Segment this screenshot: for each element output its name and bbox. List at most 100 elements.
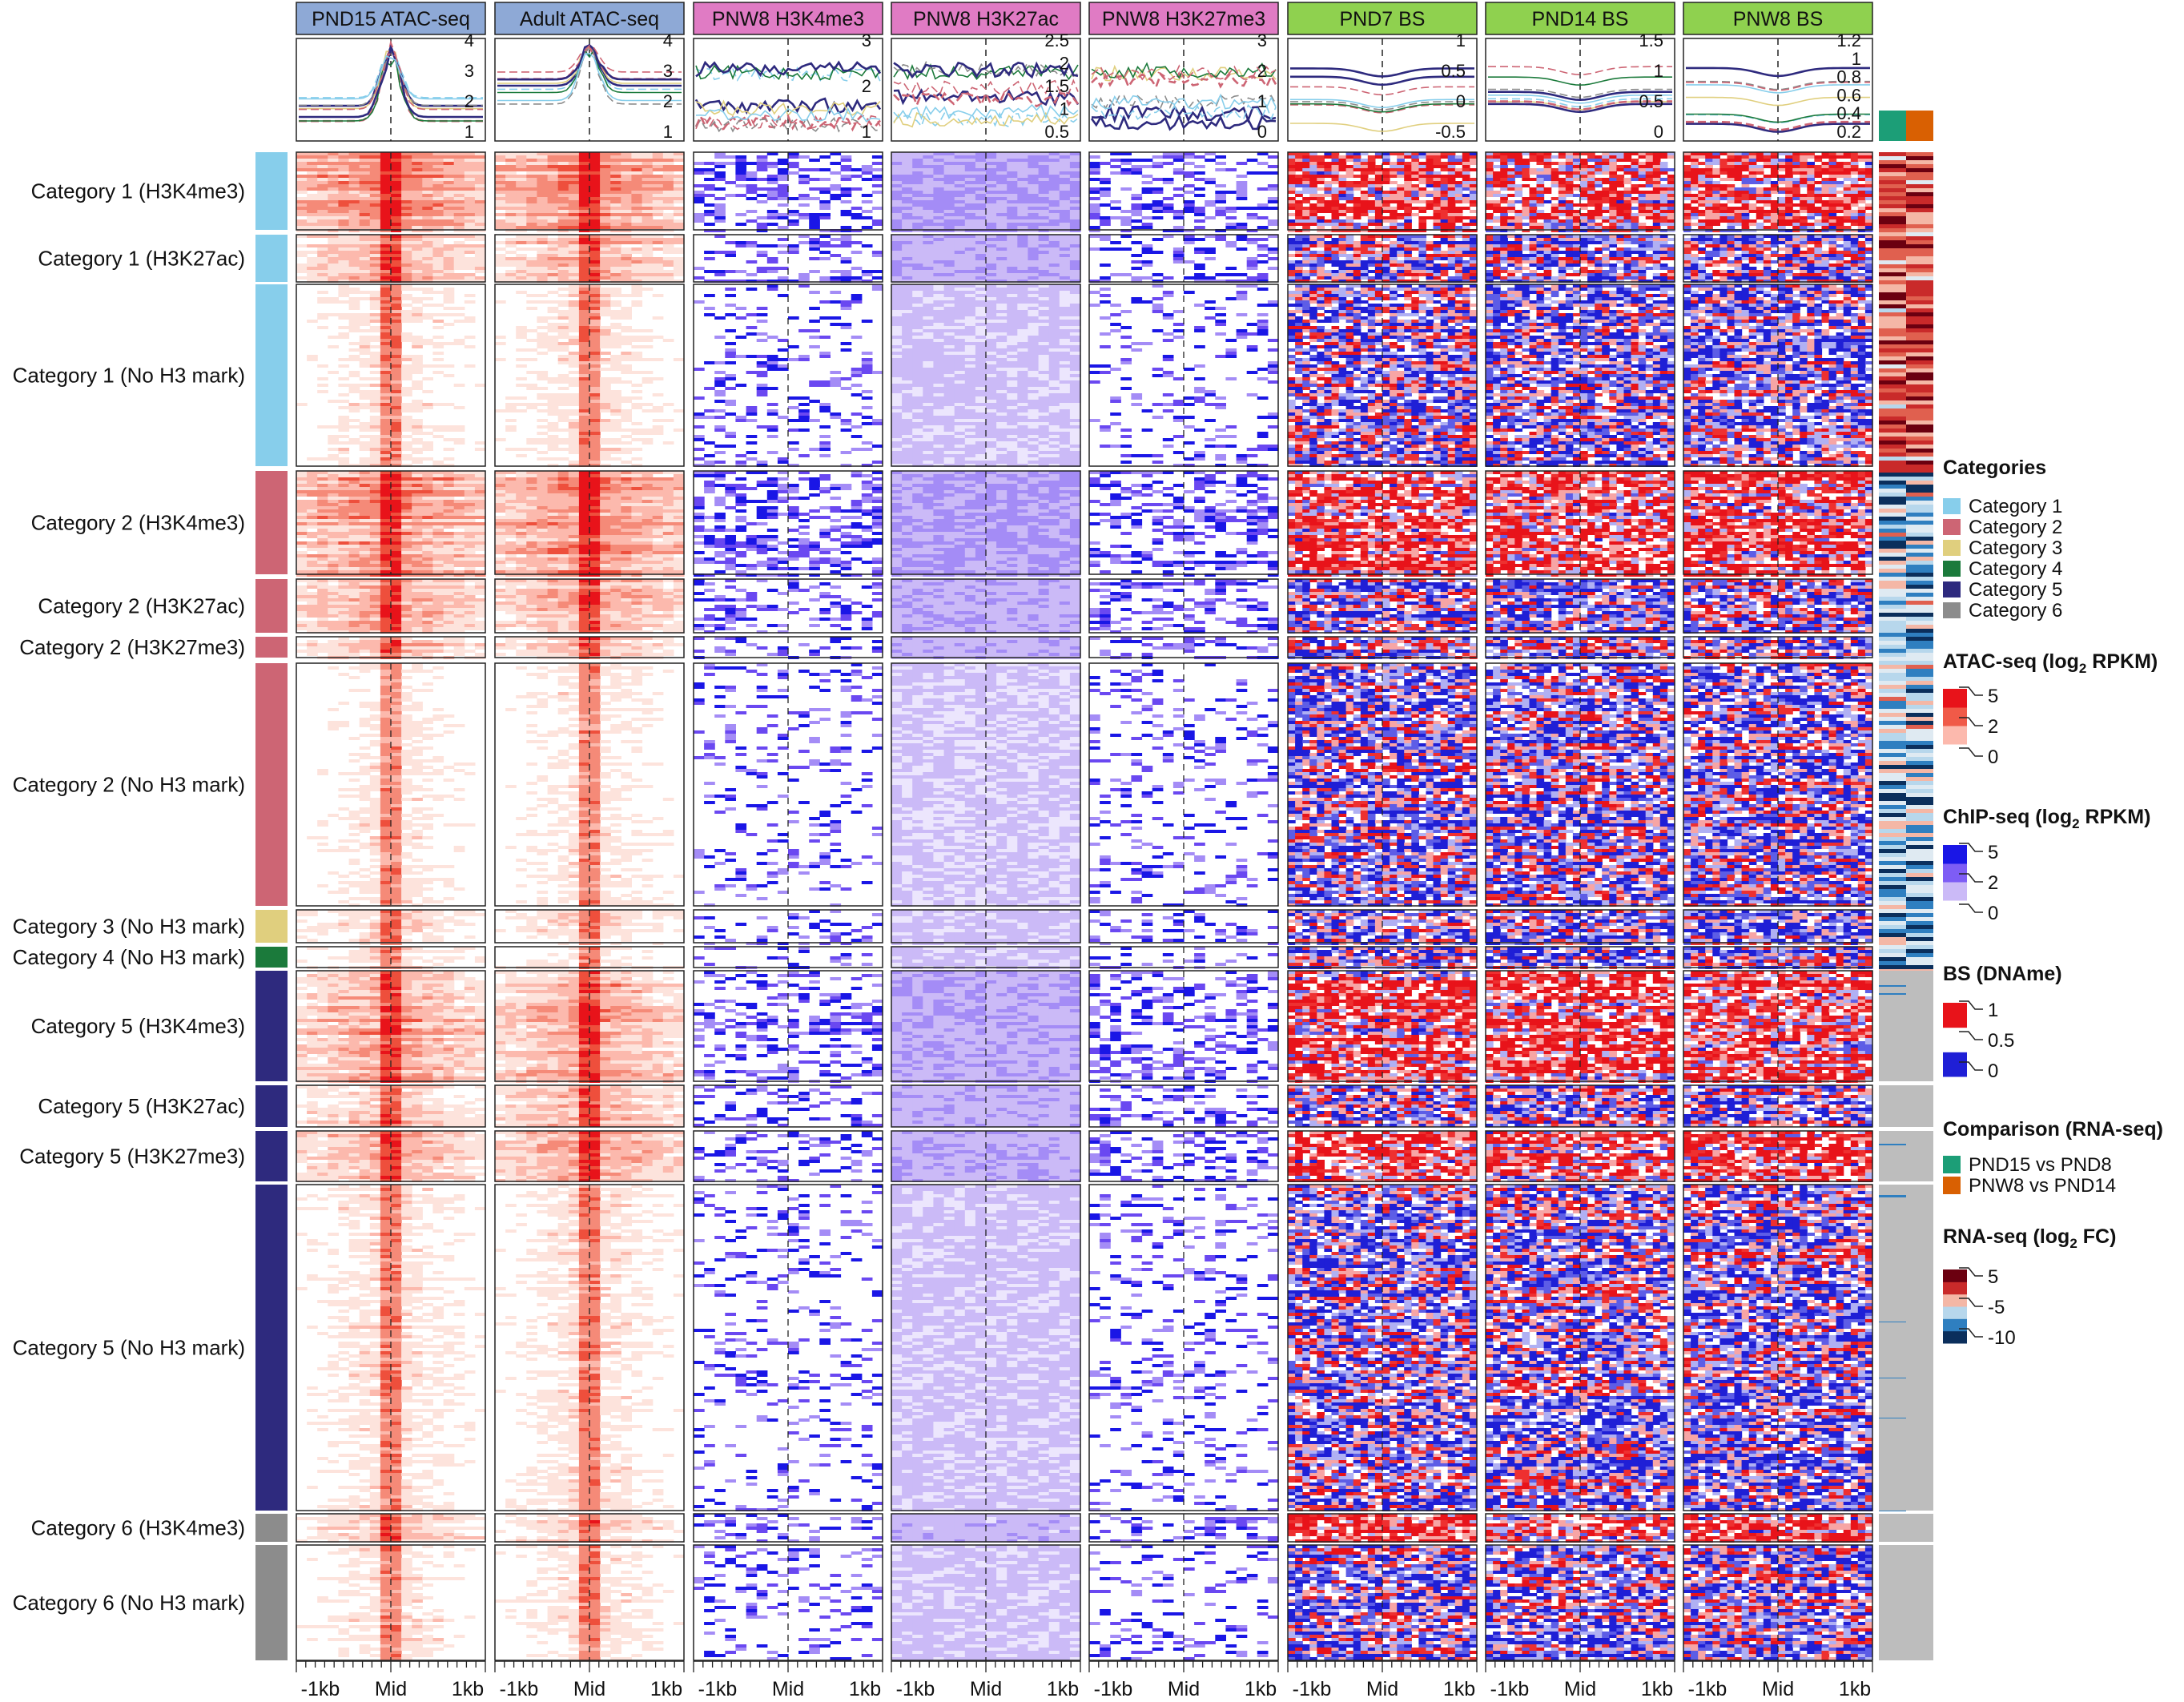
heatmap-cell — [422, 1048, 433, 1051]
heatmap-cell — [307, 977, 318, 980]
heatmap-cell — [338, 400, 349, 403]
heatmap-cell — [391, 1268, 402, 1271]
heatmap-cell — [360, 525, 371, 529]
heatmap-cell — [349, 1329, 360, 1332]
heatmap-cell — [370, 490, 381, 493]
heatmap-cell — [444, 1121, 455, 1124]
heatmap-cell — [370, 1258, 381, 1261]
heatmap-cell — [422, 561, 433, 564]
heatmap-cell — [380, 1252, 392, 1255]
heatmap-cell — [380, 445, 392, 448]
heatmap-cell — [370, 1054, 381, 1057]
heatmap-cell — [391, 1207, 402, 1210]
heatmap-cell — [370, 320, 381, 323]
profile-tick-label: -0.5 — [1435, 122, 1466, 142]
heatmap-cell — [444, 1402, 455, 1406]
heatmap-cell — [401, 727, 412, 730]
heatmap-cell — [391, 862, 402, 865]
heatmap-cell — [432, 159, 444, 162]
heatmap-cell — [444, 650, 455, 653]
heatmap-cell — [465, 1147, 476, 1150]
heatmap-cell — [432, 759, 444, 762]
heatmap-cell — [391, 1176, 402, 1179]
heatmap-cell — [338, 564, 349, 567]
heatmap-cell — [401, 871, 412, 875]
heatmap-cell — [412, 422, 423, 425]
heatmap-cell — [391, 377, 402, 380]
heatmap-cell — [475, 541, 486, 545]
heatmap-cell — [360, 627, 371, 630]
heatmap-cell — [422, 881, 433, 884]
heatmap-cell — [370, 1402, 381, 1406]
heatmap-cell — [465, 300, 476, 304]
heatmap-cell — [338, 548, 349, 551]
heatmap-cell — [401, 1197, 412, 1201]
heatmap-cell — [296, 267, 308, 270]
heatmap-cell — [401, 779, 412, 782]
heatmap-cell — [370, 974, 381, 977]
heatmap-cell — [360, 564, 371, 567]
heatmap-cell — [444, 1104, 455, 1108]
heatmap-cell — [380, 175, 392, 178]
heatmap-cell — [328, 564, 339, 567]
heatmap-cell — [328, 923, 339, 926]
heatmap-cell — [391, 827, 402, 830]
heatmap-cell — [432, 1409, 444, 1412]
heatmap-cell — [391, 714, 402, 718]
heatmap-cell — [401, 1057, 412, 1060]
heatmap-cell — [338, 1536, 349, 1539]
heatmap-cell — [444, 554, 455, 557]
heatmap-cell — [465, 1025, 476, 1028]
heatmap-cell — [412, 702, 423, 705]
heatmap-cell — [328, 500, 339, 503]
heatmap-cell — [391, 564, 402, 567]
heatmap-cell — [370, 474, 381, 477]
heatmap-cell — [391, 432, 402, 435]
heatmap-cell — [380, 627, 392, 630]
heatmap-cell — [401, 368, 412, 371]
heatmap-cell — [317, 1006, 328, 1009]
heatmap-cell — [432, 1009, 444, 1012]
heatmap-cell — [401, 175, 412, 178]
heatmap-cell — [380, 585, 392, 589]
heatmap-cell — [391, 339, 402, 342]
heatmap-cell — [391, 621, 402, 624]
heatmap-cell — [307, 1088, 318, 1092]
heatmap-cell — [412, 865, 423, 868]
heatmap-cell — [454, 541, 465, 545]
heatmap-cell — [412, 1067, 423, 1070]
heatmap-cell — [422, 187, 433, 191]
heatmap-cell — [349, 1332, 360, 1335]
heatmap-cell — [328, 490, 339, 493]
heatmap-cell — [380, 1070, 392, 1073]
heatmap-cell — [401, 557, 412, 561]
heatmap-cell — [360, 618, 371, 621]
heatmap-cell — [328, 1249, 339, 1252]
heatmap-cell — [412, 380, 423, 384]
heatmap-cell — [475, 1028, 486, 1032]
heatmap-cell — [422, 207, 433, 210]
heatmap-cell — [391, 891, 402, 894]
heatmap-cell — [401, 267, 412, 270]
heatmap-cell — [307, 1409, 318, 1412]
heatmap-cell — [317, 474, 328, 477]
heatmap-cell — [412, 598, 423, 602]
heatmap-cell — [422, 545, 433, 548]
heatmap-cell — [391, 348, 402, 352]
heatmap-cell — [391, 1441, 402, 1444]
heatmap-cell — [360, 1287, 371, 1290]
heatmap-cell — [338, 1590, 349, 1593]
heatmap-cell — [338, 1332, 349, 1335]
heatmap-cell — [432, 184, 444, 187]
heatmap-cell — [444, 1399, 455, 1402]
heatmap-cell — [412, 926, 423, 929]
heatmap-cell — [422, 165, 433, 168]
heatmap-cell — [370, 782, 381, 785]
heatmap-cell — [422, 1409, 433, 1412]
profile-plot-6: 10.50-0.5 — [1288, 30, 1477, 142]
heatmap-cell — [422, 721, 433, 724]
heatmap-cell — [475, 1121, 486, 1124]
heatmap-cell — [412, 1025, 423, 1028]
heatmap-cell — [380, 1249, 392, 1252]
heatmap-cell — [338, 484, 349, 487]
